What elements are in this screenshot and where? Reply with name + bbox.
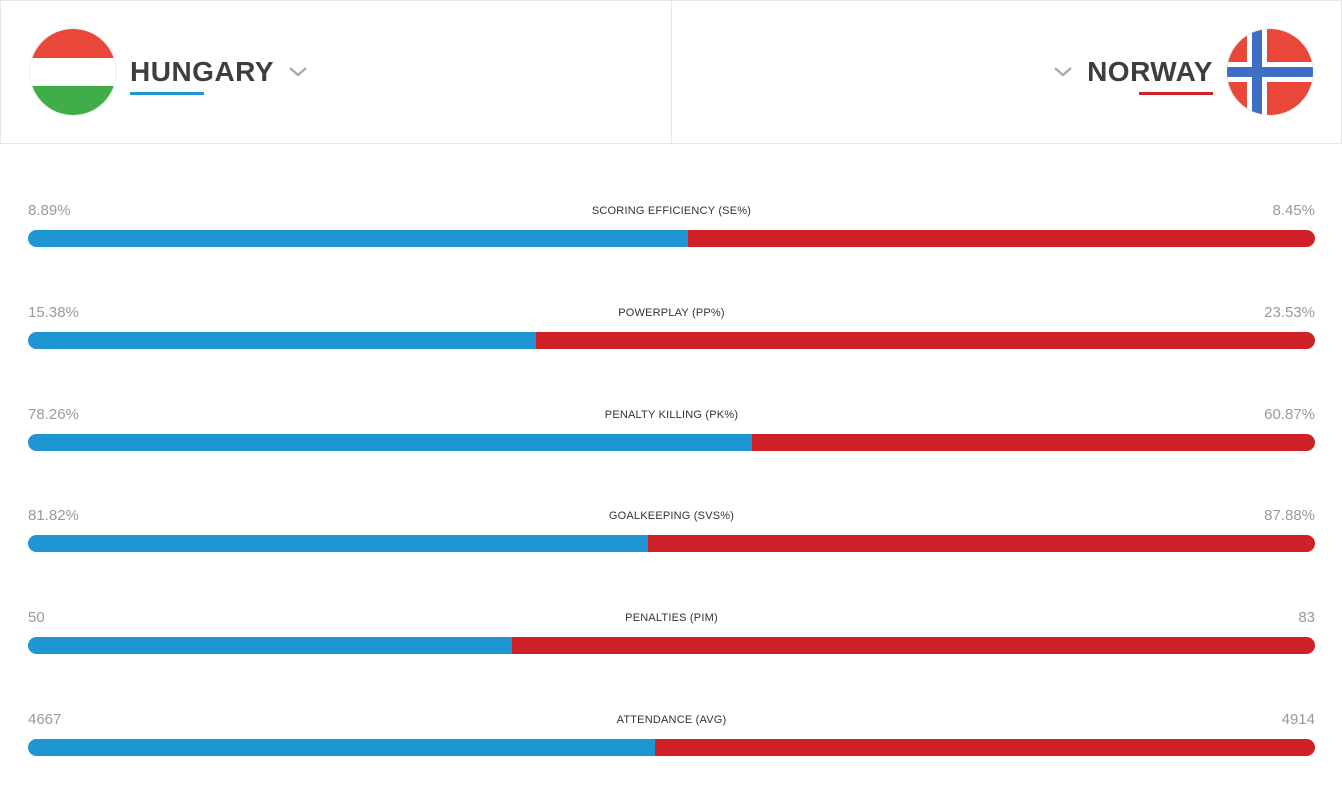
comparison-bar: [28, 637, 1315, 654]
hungary-flag-icon: [30, 29, 116, 115]
stat-label: SCORING EFFICIENCY (SE%): [591, 205, 752, 217]
home-bar-segment: [28, 332, 537, 349]
stat-row-goalkeeping: 81.82% GOALKEEPING (SVS%) 87.88%: [28, 507, 1315, 567]
chevron-down-icon[interactable]: [288, 65, 308, 79]
away-bar-segment: [751, 434, 1315, 451]
away-stat-value: 23.53%: [1264, 304, 1315, 321]
home-stat-value: 78.26%: [28, 406, 79, 423]
away-team-selector[interactable]: NORWAY: [671, 1, 1342, 143]
comparison-bar: [28, 434, 1315, 451]
home-bar-segment: [28, 230, 689, 247]
home-stat-value: 81.82%: [28, 507, 79, 524]
away-stat-value: 8.45%: [1272, 202, 1315, 219]
away-stat-value: 87.88%: [1264, 507, 1315, 524]
home-stat-value: 4667: [28, 711, 62, 728]
stat-row-powerplay: 15.38% POWERPLAY (PP%) 23.53%: [28, 304, 1315, 364]
stat-label: POWERPLAY (PP%): [618, 307, 725, 319]
comparison-bar: [28, 332, 1315, 349]
stat-label: ATTENDANCE (AVG): [616, 714, 727, 726]
home-stat-value: 50: [28, 609, 45, 626]
away-team-underline: [1139, 92, 1213, 95]
home-team-selector[interactable]: HUNGARY: [0, 1, 671, 143]
away-stat-value: 4914: [1281, 711, 1315, 728]
home-stat-value: 15.38%: [28, 304, 79, 321]
stat-row-attendance: 4667 ATTENDANCE (AVG) 4914: [28, 711, 1315, 771]
comparison-bar: [28, 535, 1315, 552]
match-header: HUNGARY NORWAY: [0, 0, 1342, 144]
away-bar-segment: [688, 230, 1315, 247]
home-bar-segment: [28, 535, 649, 552]
away-bar-segment: [511, 637, 1315, 654]
norway-flag-icon: [1227, 29, 1313, 115]
home-team-underline: [130, 92, 204, 95]
away-bar-segment: [654, 739, 1315, 756]
home-stat-value: 8.89%: [28, 202, 71, 219]
home-team-name: HUNGARY: [130, 56, 275, 87]
home-bar-segment: [28, 434, 752, 451]
away-bar-segment: [536, 332, 1315, 349]
chevron-down-icon[interactable]: [1053, 65, 1073, 79]
stat-row-penalties: 50 PENALTIES (PIM) 83: [28, 609, 1315, 669]
away-team-name: NORWAY: [1087, 56, 1213, 87]
stat-label: PENALTIES (PIM): [625, 612, 718, 624]
stat-label: GOALKEEPING (SVS%): [608, 510, 735, 522]
stat-row-penalty-killing: 78.26% PENALTY KILLING (PK%) 60.87%: [28, 406, 1315, 466]
stat-label: PENALTY KILLING (PK%): [604, 409, 739, 421]
away-bar-segment: [648, 535, 1315, 552]
away-stat-value: 60.87%: [1264, 406, 1315, 423]
home-bar-segment: [28, 739, 655, 756]
away-stat-value: 83: [1298, 609, 1315, 626]
comparison-bar: [28, 230, 1315, 247]
stat-row-scoring-efficiency: 8.89% SCORING EFFICIENCY (SE%) 8.45%: [28, 202, 1315, 262]
comparison-bar: [28, 739, 1315, 756]
home-bar-segment: [28, 637, 512, 654]
